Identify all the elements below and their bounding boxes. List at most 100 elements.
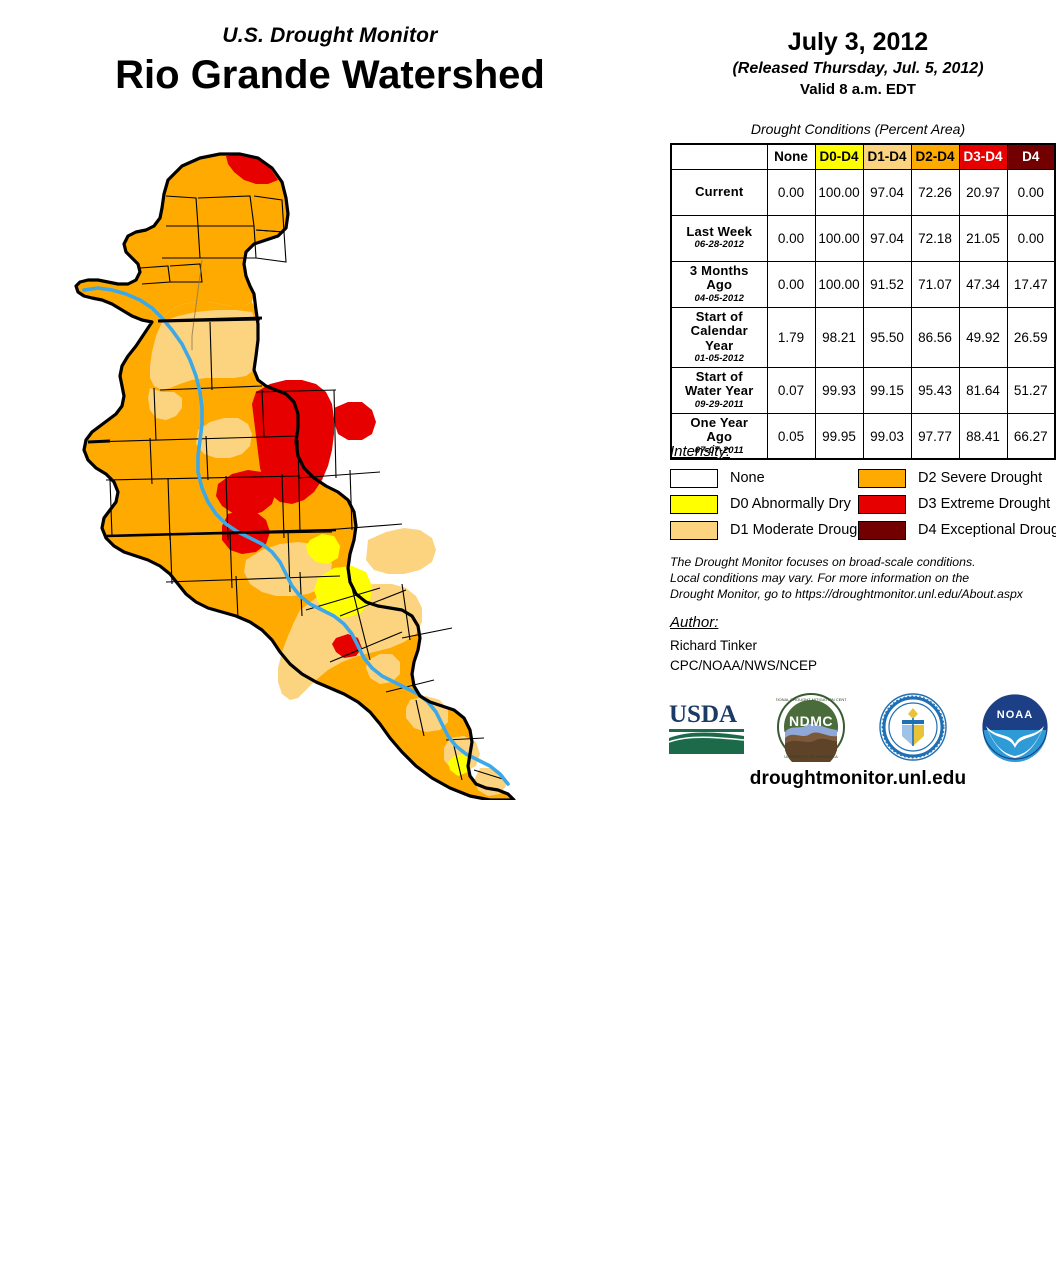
row-label-date: 09-29-2011: [694, 399, 744, 410]
swatch-d4-icon: [858, 520, 906, 540]
drought-monitor-page: U.S. Drought Monitor Rio Grande Watershe…: [0, 0, 1056, 816]
drought-conditions-table: None D0-D4 D1-D4 D2-D4 D3-D4 D4 Current …: [670, 143, 1056, 461]
table-body: Current 0.00 100.00 97.04 72.26 20.97 0.…: [670, 168, 1056, 460]
svg-text:NOAA: NOAA: [997, 709, 1033, 721]
row-label-text: 3 Months Ago: [689, 262, 749, 293]
disclaimer-line-2: Local conditions may vary. For more info…: [670, 571, 970, 586]
cell-oneyear-d2d4: 97.77: [910, 412, 960, 460]
swatch-none-icon: [670, 468, 718, 488]
map-d0-areas: [306, 534, 470, 776]
col-header-d3d4: D3-D4: [958, 143, 1008, 170]
col-header-d4: D4: [1006, 143, 1056, 170]
author-name: Richard Tinker: [670, 638, 758, 653]
table-row: Current 0.00 100.00 97.04 72.26 20.97 0.…: [670, 168, 1056, 216]
table-header-row: None D0-D4 D1-D4 D2-D4 D3-D4 D4: [671, 143, 1056, 170]
intensity-heading: Intensity:: [670, 443, 731, 460]
drought-map[interactable]: [50, 140, 660, 800]
valid-date: July 3, 2012: [787, 28, 929, 56]
cell-3months-d3d4: 47.34: [958, 260, 1008, 308]
ndmc-logo[interactable]: NDMC NATIONAL DROUGHT MITIGATION CENTER …: [776, 692, 846, 762]
row-label-start-water-year: Start of Water Year 09-29-2011: [670, 366, 768, 414]
cell-current-d2d4: 72.26: [910, 168, 960, 216]
row-label-text: Start of Water Year: [685, 368, 754, 399]
row-label-3-months-ago: 3 Months Ago 04-05-2012: [670, 260, 768, 308]
row-label-last-week: Last Week 06-28-2012: [670, 214, 768, 262]
table-row: Last Week 06-28-2012 0.00 100.00 97.04 7…: [670, 214, 1056, 262]
map-basin-outline: [74, 152, 516, 800]
cell-wateryear-none: 0.07: [766, 366, 816, 414]
col-header-d1d4: D1-D4: [862, 143, 912, 170]
disclaimer-line-3[interactable]: Drought Monitor, go to https://droughtmo…: [670, 587, 1023, 602]
cell-calyear-d0d4: 98.21: [814, 306, 864, 368]
disclaimer-line-1: The Drought Monitor focuses on broad-sca…: [670, 555, 976, 569]
cell-oneyear-d3d4: 88.41: [958, 412, 1008, 460]
legend-column-right: D2 Severe Drought D3 Extreme Drought D4 …: [858, 466, 1056, 1282]
cell-oneyear-d4: 66.27: [1006, 412, 1056, 460]
cell-wateryear-d0d4: 99.93: [814, 366, 864, 414]
legend-label-d4: D4 Exceptional Drought: [918, 522, 1056, 538]
table-row: One Year Ago 07-07-2011 0.05 99.95 99.03…: [670, 412, 1056, 460]
rio-grande-river: [82, 259, 510, 786]
cell-current-d0d4: 100.00: [814, 168, 864, 216]
row-label-start-calendar-year: Start of Calendar Year 01-05-2012: [670, 306, 768, 368]
program-title: U.S. Drought Monitor: [222, 24, 438, 47]
row-label-text: Last Week: [686, 223, 753, 239]
cell-calyear-d4: 26.59: [1006, 306, 1056, 368]
cell-oneyear-d0d4: 99.95: [814, 412, 864, 460]
legend-label-d0: D0 Abnormally Dry: [730, 496, 851, 512]
cell-lastweek-none: 0.00: [766, 214, 816, 262]
cell-current-d1d4: 97.04: [862, 168, 912, 216]
cell-calyear-d1d4: 95.50: [862, 306, 912, 368]
cell-lastweek-d0d4: 100.00: [814, 214, 864, 262]
cell-3months-d4: 17.47: [1006, 260, 1056, 308]
row-label-text: Start of Calendar Year: [690, 308, 748, 353]
usda-logo[interactable]: USDA: [668, 698, 746, 756]
row-label-date: 06-28-2012: [694, 239, 745, 251]
noaa-logo[interactable]: NOAA: [980, 692, 1050, 762]
cell-3months-d1d4: 91.52: [862, 260, 912, 308]
right-panel: July 3, 2012 (Released Thursday, Jul. 5,…: [660, 0, 1056, 816]
cell-lastweek-d4: 0.00: [1006, 214, 1056, 262]
cell-calyear-none: 1.79: [766, 306, 816, 368]
swatch-d2-icon: [858, 468, 906, 488]
svg-text:NATIONAL DROUGHT MITIGATION CE: NATIONAL DROUGHT MITIGATION CENTER: [776, 697, 846, 702]
region-title: Rio Grande Watershed: [115, 53, 545, 98]
row-label-text: Current: [695, 183, 744, 199]
disclaimer-text: The Drought Monitor focuses on broad-sca…: [670, 554, 1050, 603]
cell-oneyear-none: 0.05: [766, 412, 816, 460]
legend-item-d1: D1 Moderate Drought: [670, 518, 869, 542]
legend-item-none: None: [670, 466, 869, 490]
swatch-d3-icon: [858, 494, 906, 514]
row-label-current: Current: [670, 168, 768, 216]
row-label-text: One Year Ago: [690, 414, 749, 445]
usdc-seal-logo[interactable]: [878, 692, 948, 762]
author-heading: Author:: [670, 614, 719, 631]
author-organization: CPC/NOAA/NWS/NCEP: [670, 657, 818, 673]
swatch-d1-icon: [670, 520, 718, 540]
cell-3months-d2d4: 71.07: [910, 260, 960, 308]
cell-calyear-d2d4: 86.56: [910, 306, 960, 368]
svg-text:NDMC: NDMC: [789, 713, 833, 729]
row-label-date: 07-07-2011: [694, 444, 744, 456]
cell-3months-none: 0.00: [766, 260, 816, 308]
cell-current-none: 0.00: [766, 168, 816, 216]
table-row: Start of Calendar Year 01-05-2012 1.79 98…: [670, 306, 1056, 368]
cell-current-d3d4: 20.97: [958, 168, 1008, 216]
row-label-date: 04-05-2012: [694, 292, 745, 304]
cell-lastweek-d1d4: 97.04: [862, 214, 912, 262]
map-title-block: U.S. Drought Monitor Rio Grande Watershe…: [0, 24, 660, 97]
author-block: Richard Tinker CPC/NOAA/NWS/NCEP: [670, 636, 817, 675]
cell-current-d4: 0.00: [1006, 168, 1056, 216]
svg-text:UNIVERSITY OF NEBRASKA: UNIVERSITY OF NEBRASKA: [784, 754, 838, 759]
row-label-date: 01-05-2012: [694, 353, 745, 365]
legend-label-none: None: [730, 470, 765, 486]
valid-time: Valid 8 a.m. EDT: [800, 81, 916, 99]
cell-lastweek-d3d4: 21.05: [958, 214, 1008, 262]
legend-item-d4: D4 Exceptional Drought: [858, 518, 1056, 542]
swatch-d0-icon: [670, 494, 718, 514]
cell-calyear-d3d4: 49.92: [958, 306, 1008, 368]
table-row: Start of Water Year 09-29-2011 0.07 99.93…: [670, 366, 1056, 414]
legend-item-d0: D0 Abnormally Dry: [670, 492, 869, 516]
legend-label-d1: D1 Moderate Drought: [730, 522, 870, 538]
website-url[interactable]: droughtmonitor.unl.edu: [749, 768, 967, 789]
